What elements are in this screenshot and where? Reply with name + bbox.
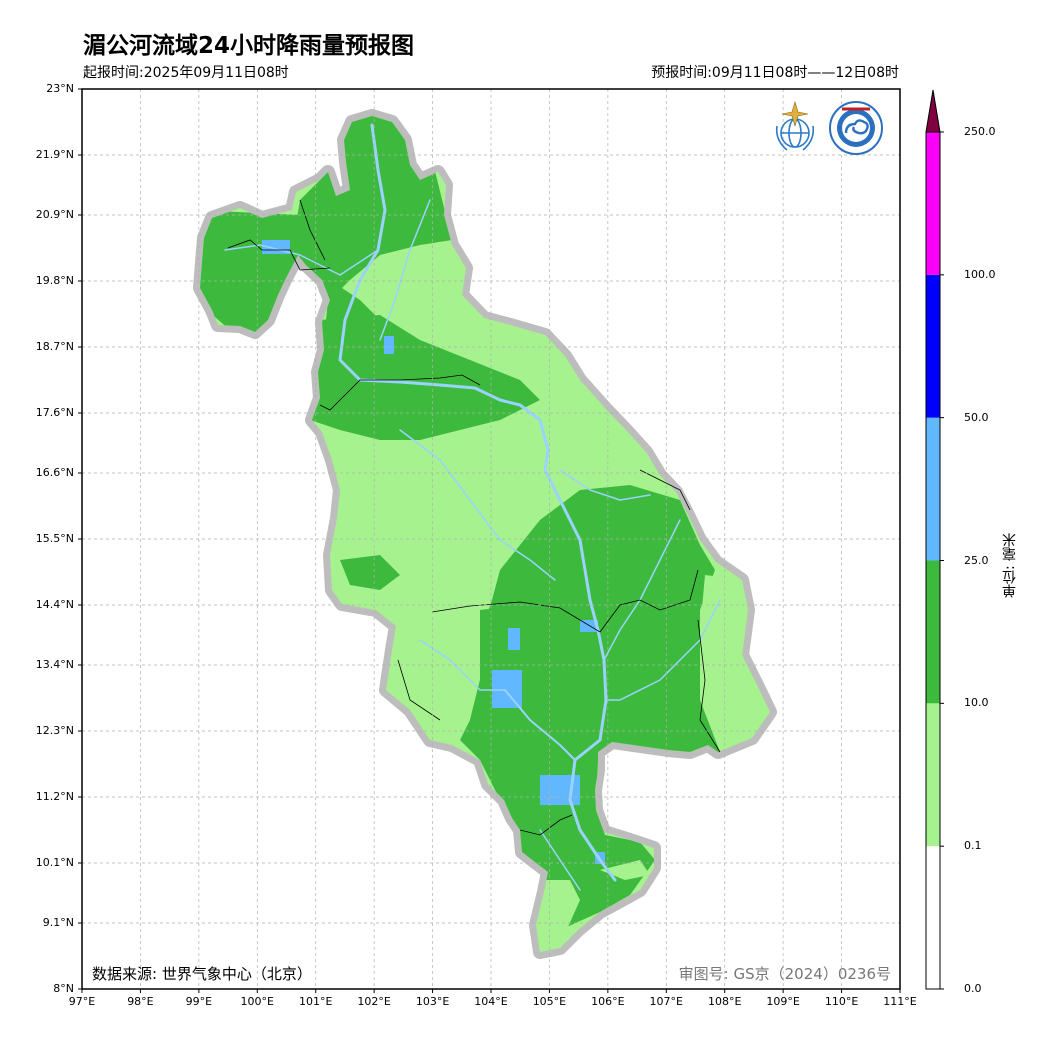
tributary: [559, 469, 651, 501]
rain-zone-delta-light: [538, 880, 580, 950]
unit-label: 单位: 毫米: [1002, 532, 1018, 598]
border-line: [431, 569, 699, 633]
longitude-label: 98°E: [127, 995, 154, 1008]
rivers: [224, 123, 721, 891]
longitude-label: 100°E: [240, 995, 274, 1008]
border-line: [697, 619, 721, 753]
tributary: [605, 599, 721, 701]
colorbar-segment: [926, 274, 940, 418]
rain-cell-50mm: [384, 336, 394, 354]
longitude-label: 109°E: [766, 995, 800, 1008]
latitude-label: 12.3°N: [35, 724, 74, 737]
colorbar-segment: [926, 846, 940, 989]
map-title: 湄公河流域24小时降雨量预报图: [83, 33, 415, 59]
latitude-label: 23°N: [46, 82, 74, 95]
rainfall-zones: [200, 116, 748, 950]
longitude-label: 111°E: [883, 995, 917, 1008]
latitude-label: 16.6°N: [35, 466, 74, 479]
wmo-logo: [775, 100, 815, 151]
colorbar-level-label: 10.0: [964, 696, 989, 710]
tributary: [379, 199, 431, 341]
longitude-label: 99°E: [185, 995, 213, 1008]
tonle-sap: [504, 689, 576, 761]
graticule: [82, 89, 900, 989]
border-line: [639, 469, 691, 511]
tributary: [224, 244, 379, 276]
colorbar-level-label: 25.0: [964, 553, 989, 567]
rain-zone-laos-mid: [325, 280, 380, 340]
colorbar-segment: [926, 132, 940, 275]
colorbar-level-label: 100.0: [964, 267, 996, 281]
longitude-label: 106°E: [591, 995, 625, 1008]
colorbar-level-label: 0.0: [964, 982, 982, 995]
latitude-label: 15.5°N: [35, 532, 74, 545]
colorbar-level-label: 0.1: [964, 839, 982, 853]
colorbar-level-label: 250.0: [964, 125, 996, 138]
country-borders: [227, 199, 721, 836]
rain-cell-50mm: [492, 670, 522, 708]
review-number: 审图号: GS京（2024）0236号: [678, 965, 891, 983]
longitude-label: 102°E: [357, 995, 391, 1008]
issue-time: 起报时间:2025年09月11日08时: [83, 65, 289, 81]
latitude-label: 21.9°N: [35, 148, 74, 161]
latitude-label: 18.7°N: [35, 340, 74, 353]
rain-zone-west-spots: [340, 555, 400, 590]
colorbar-segment: [926, 560, 940, 704]
mekong-mainstream: [338, 123, 617, 882]
latitude-label: 11.2°N: [35, 790, 74, 803]
latitude-label: 17.6°N: [35, 406, 74, 419]
longitude-label: 101°E: [298, 995, 333, 1008]
border-line: [519, 814, 573, 836]
longitude-label: 103°E: [415, 995, 450, 1008]
latitude-label: 19.8°N: [35, 274, 74, 287]
longitude-label: 108°E: [707, 995, 742, 1008]
colorbar-segment: [926, 703, 940, 847]
longitude-label: 105°E: [532, 995, 567, 1008]
longitude-label: 110°E: [824, 995, 859, 1008]
tributary: [399, 429, 556, 581]
border-line: [227, 239, 331, 271]
border-line: [299, 199, 326, 261]
colorbar-level-label: 50.0: [964, 410, 989, 424]
rain-zone-north-central: [310, 315, 540, 440]
latitude-label: 10.1°N: [35, 856, 74, 869]
rain-zone-east-light: [700, 575, 748, 700]
tributary: [539, 829, 581, 891]
latitude-label: 9.1°N: [42, 916, 74, 929]
longitude-label: 107°E: [649, 995, 683, 1008]
colorbar-segment: [926, 417, 940, 561]
latitude-label: 13.4°N: [35, 658, 74, 671]
forecast-time: 预报时间:09月11日08时——12日08时: [651, 65, 899, 81]
colorbar-extend-arrow: [925, 89, 941, 133]
tributary: [419, 639, 506, 691]
cma-logo: [829, 101, 883, 155]
border-line: [397, 659, 441, 721]
latitude-label: 14.4°N: [35, 598, 74, 611]
axis-ticks: [78, 88, 901, 993]
longitude-label: 97°E: [68, 995, 96, 1008]
border-line: [319, 374, 481, 411]
rain-cell-50mm: [508, 628, 520, 650]
longitude-label: 104°E: [474, 995, 508, 1008]
colorbar: [925, 89, 944, 990]
data-source: 数据来源: 世界气象中心（北京）: [92, 965, 312, 983]
latitude-label: 8°N: [53, 982, 74, 995]
latitude-label: 20.9°N: [35, 208, 74, 221]
